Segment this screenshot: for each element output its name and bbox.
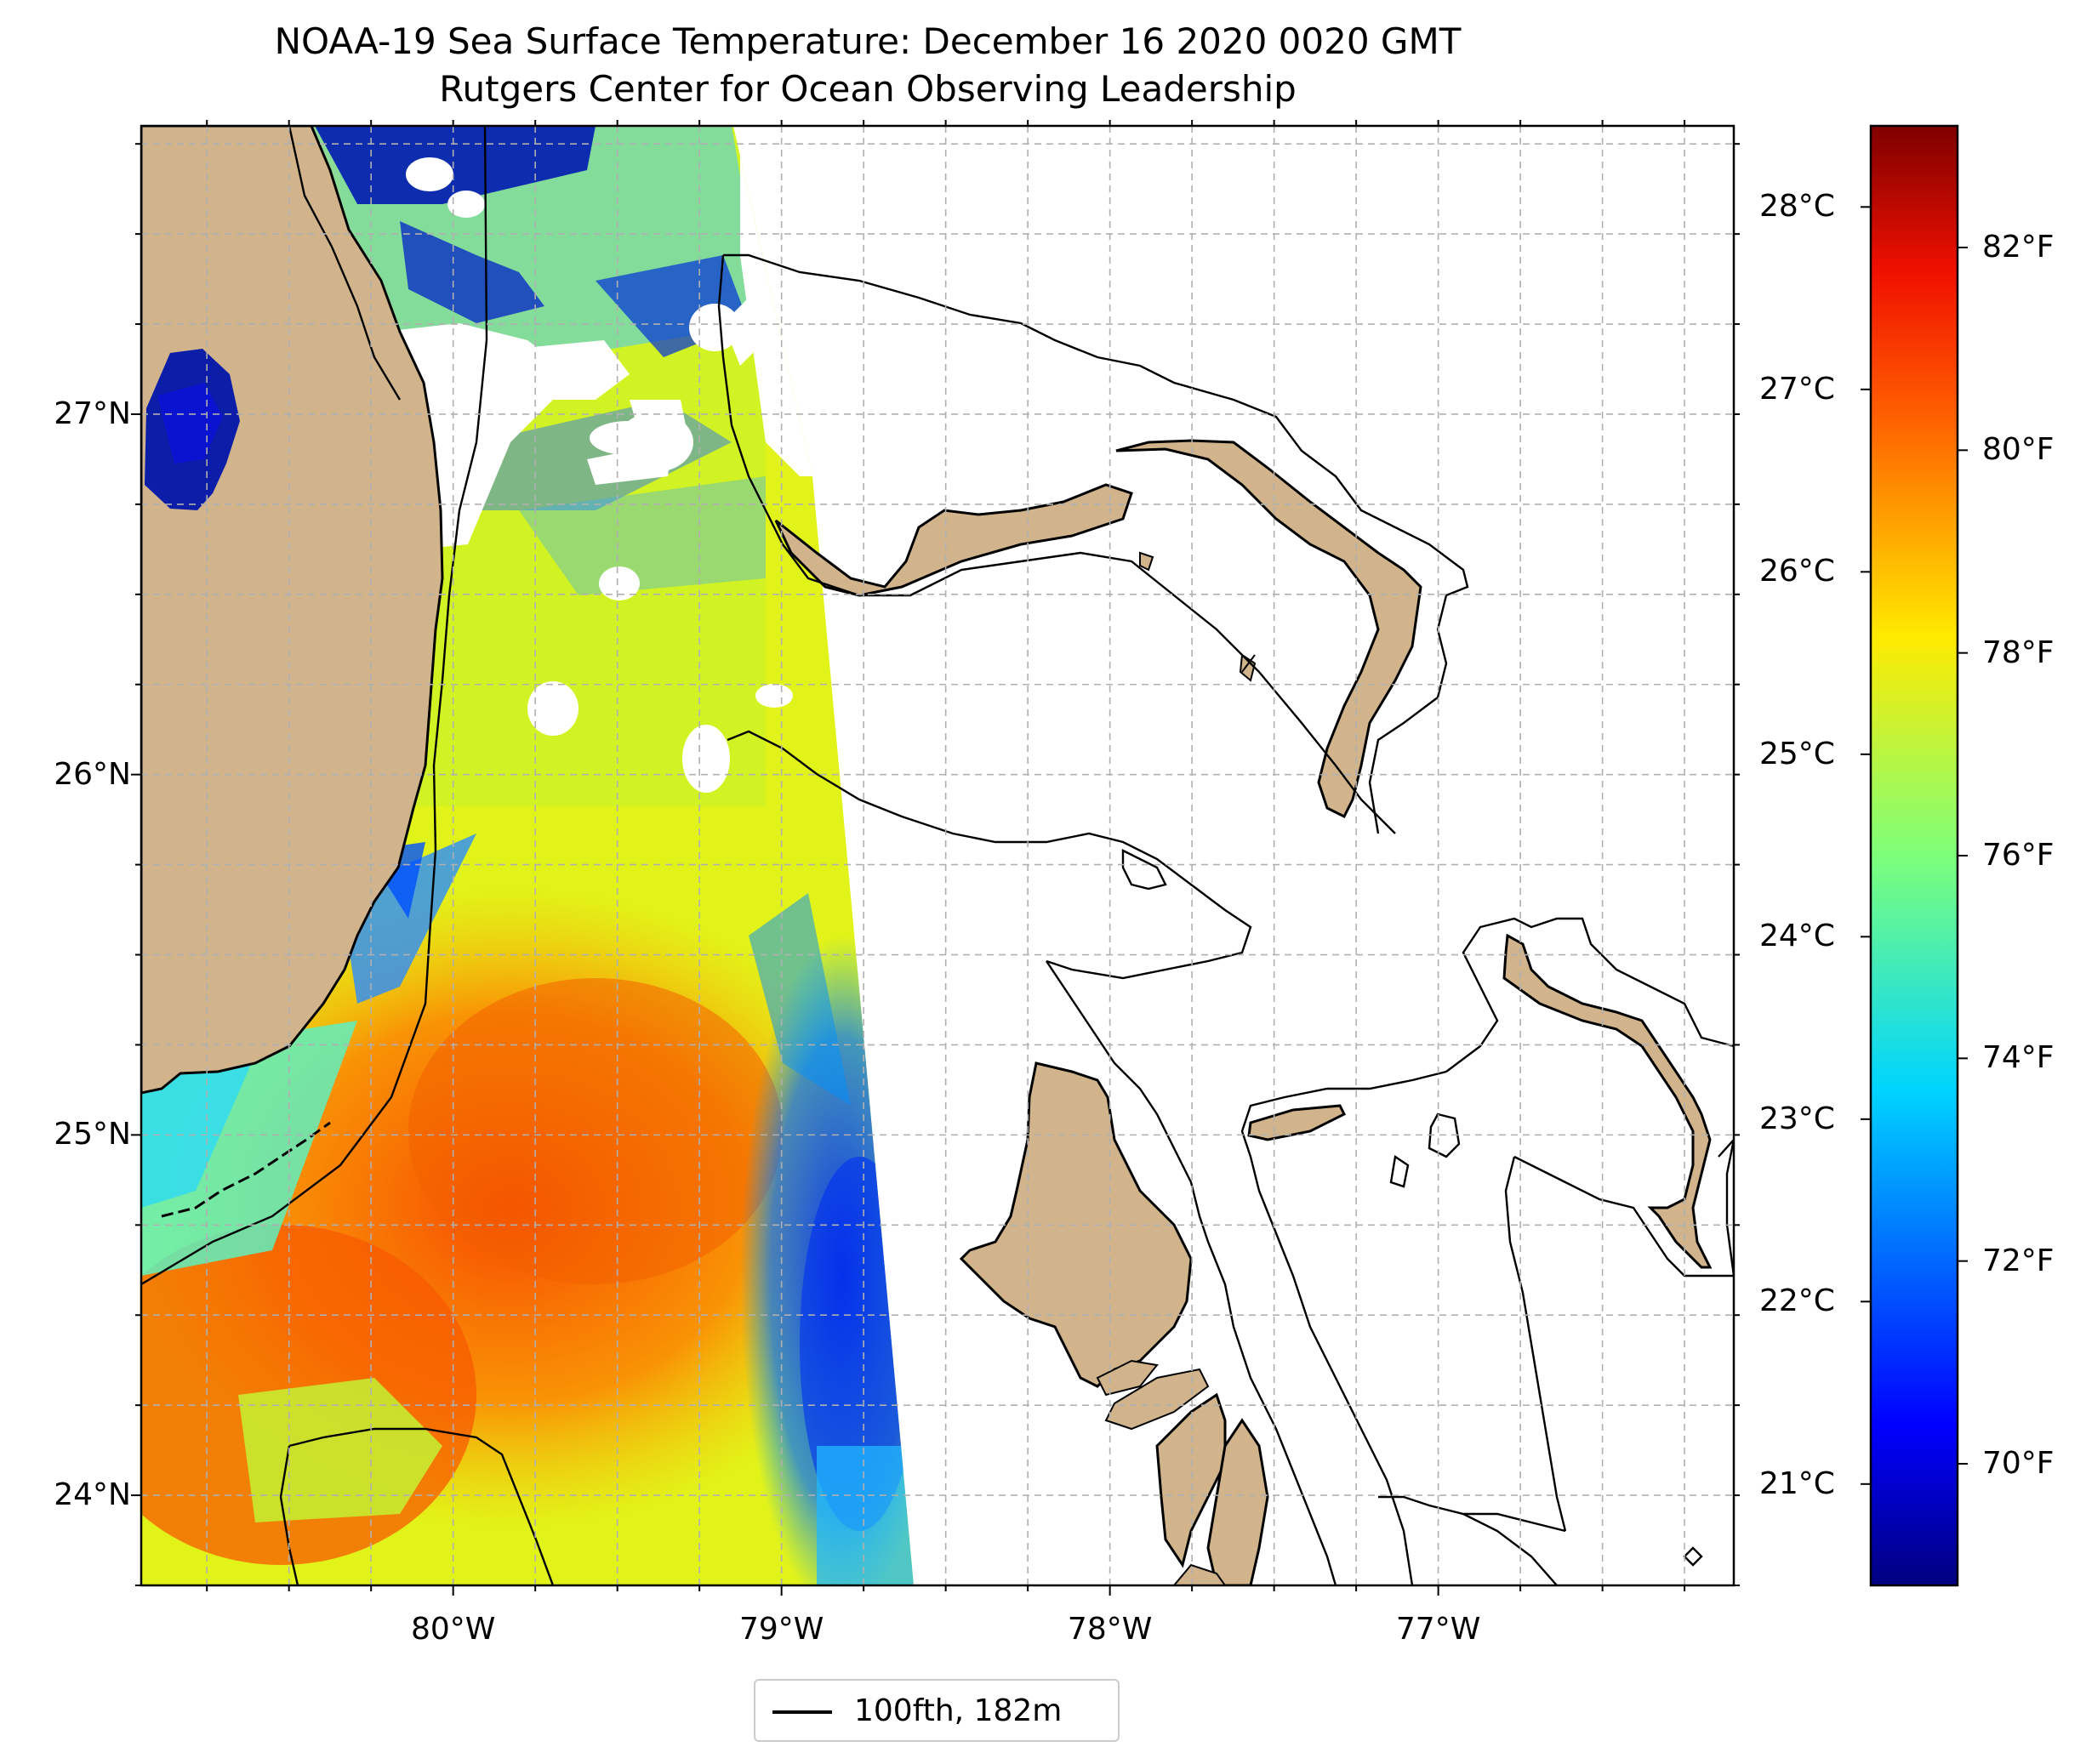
latitude-tick-label: 24°N bbox=[54, 1477, 131, 1513]
legend-line-swatch bbox=[772, 1710, 832, 1714]
new-providence-island bbox=[1247, 1104, 1347, 1141]
florida-keys bbox=[161, 1121, 331, 1218]
latitude-tick-label: 26°N bbox=[54, 756, 131, 792]
longitude-tick-label: 77°W bbox=[1395, 1612, 1481, 1647]
chart-title: NOAA-19 Sea Surface Temperature: Decembe… bbox=[274, 20, 1462, 62]
legend: 100fth, 182m bbox=[754, 1679, 1120, 1742]
latitude-tick-label: 25°N bbox=[54, 1117, 131, 1152]
celsius-tick-label: 22°C bbox=[1759, 1283, 1835, 1319]
isobath-100fth bbox=[141, 126, 1734, 1585]
colorbar-ticks bbox=[1861, 206, 1968, 1485]
colorbar bbox=[1869, 124, 1959, 1587]
great-abaco-island bbox=[1115, 439, 1422, 819]
grand-bahama-island bbox=[774, 483, 1133, 597]
celsius-tick-label: 28°C bbox=[1759, 189, 1835, 225]
celsius-tick-label: 24°C bbox=[1759, 919, 1835, 954]
axis-ticks bbox=[131, 120, 1740, 1596]
latitude-tick-label: 27°N bbox=[54, 395, 131, 431]
fahrenheit-tick-label: 70°F bbox=[1982, 1446, 2055, 1481]
fahrenheit-tick-label: 78°F bbox=[1982, 634, 2055, 670]
map-frame bbox=[140, 124, 1735, 1587]
chart-subtitle: Rutgers Center for Ocean Observing Leade… bbox=[439, 68, 1297, 110]
fahrenheit-tick-label: 74°F bbox=[1982, 1040, 2055, 1076]
gridlines bbox=[141, 126, 1734, 1585]
celsius-tick-label: 26°C bbox=[1759, 554, 1835, 589]
celsius-tick-label: 25°C bbox=[1759, 736, 1835, 771]
eleuthera-island bbox=[1502, 933, 1713, 1269]
longitude-tick-label: 79°W bbox=[738, 1612, 824, 1647]
fahrenheit-tick-label: 72°F bbox=[1982, 1243, 2055, 1278]
longitude-tick-label: 80°W bbox=[410, 1612, 496, 1647]
legend-label: 100fth, 182m bbox=[854, 1693, 1063, 1728]
fahrenheit-tick-label: 76°F bbox=[1982, 838, 2055, 873]
fahrenheit-tick-label: 82°F bbox=[1982, 230, 2055, 265]
celsius-tick-label: 21°C bbox=[1759, 1465, 1835, 1501]
celsius-tick-label: 23°C bbox=[1759, 1101, 1835, 1136]
longitude-tick-label: 78°W bbox=[1067, 1612, 1153, 1647]
celsius-tick-label: 27°C bbox=[1759, 371, 1835, 407]
fahrenheit-tick-label: 80°F bbox=[1982, 432, 2055, 468]
map-area bbox=[141, 126, 1734, 1585]
